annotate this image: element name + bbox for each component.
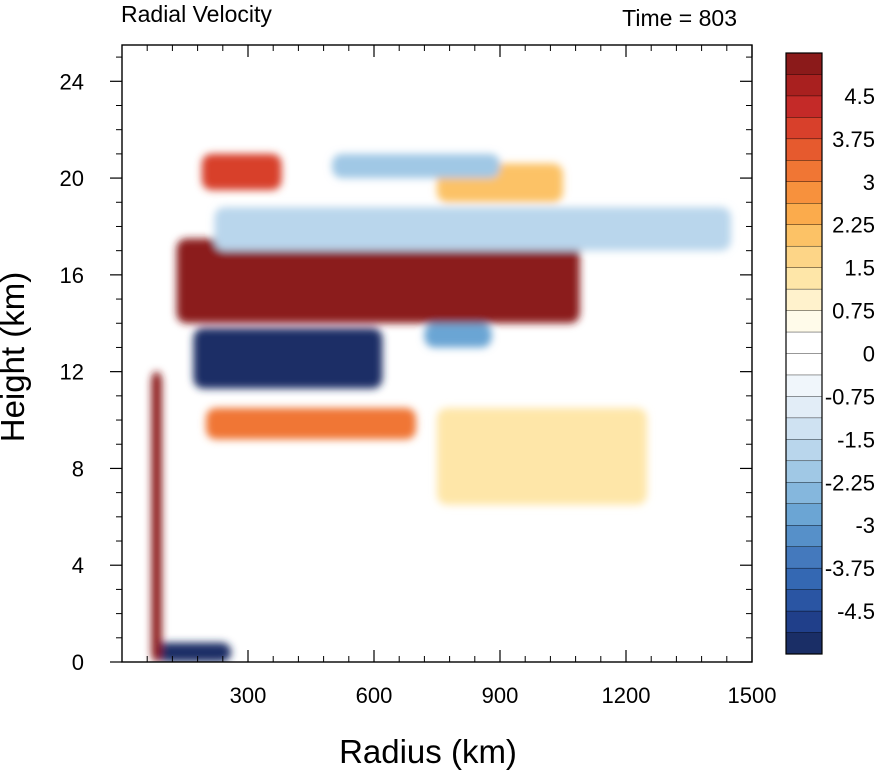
colorbar-box xyxy=(785,396,823,419)
chart-title: Radial Velocity xyxy=(121,1,272,27)
colorbar-box xyxy=(785,95,823,118)
time-label: Time = 803 xyxy=(622,5,737,31)
colorbar-box xyxy=(785,138,823,161)
colorbar-box xyxy=(785,52,823,75)
field-upper-inflow-21km xyxy=(332,153,500,179)
colorbar-box xyxy=(785,331,823,354)
colorbar-tick-label: -2.25 xyxy=(825,470,875,495)
colorbar-box xyxy=(785,74,823,97)
field-upper-outflow-20km xyxy=(201,153,282,191)
colorbar-tick-label: 0.75 xyxy=(832,299,875,324)
colorbar-tick-label: 4.5 xyxy=(844,84,875,109)
colorbar-box xyxy=(785,160,823,183)
colorbar-tick-label: 3.75 xyxy=(832,127,875,152)
x-tick-label: 900 xyxy=(482,683,519,708)
colorbar-box xyxy=(785,460,823,483)
colorbar-box xyxy=(785,546,823,569)
field-inflow-at-18km xyxy=(214,207,731,251)
y-tick-label: 8 xyxy=(72,456,84,481)
colorbar-box xyxy=(785,567,823,591)
y-axis-label: Height (km) xyxy=(0,272,31,443)
y-tick-label: 4 xyxy=(72,553,84,578)
field-boundary-layer-inflow xyxy=(155,642,232,662)
colorbar-box xyxy=(785,417,823,440)
x-tick-label: 1200 xyxy=(602,683,651,708)
colorbar-tick-label: 3 xyxy=(863,170,875,195)
x-tick-label: 300 xyxy=(230,683,267,708)
colorbar: 4.5 3.75 3 2.25 1.5 0.75 0 -0.75 -1.5 -2.25 -3 -3.7… xyxy=(785,52,875,655)
colorbar-box xyxy=(785,439,823,462)
colorbar-tick-label: -4.5 xyxy=(837,599,875,624)
colorbar-tick-label: -3 xyxy=(855,513,875,538)
colorbar-box xyxy=(785,288,823,312)
colorbar-box xyxy=(785,310,823,333)
colorbar-box xyxy=(785,245,823,269)
colorbar-box xyxy=(785,353,823,376)
colorbar-tick-label: -0.75 xyxy=(825,384,875,409)
colorbar-frame xyxy=(785,52,823,655)
colorbar-box xyxy=(785,267,823,290)
field-inflow-below-outflow xyxy=(193,328,383,389)
field-upper-outflow xyxy=(176,238,580,324)
colorbar-box xyxy=(785,632,823,655)
colorbar-box xyxy=(785,224,823,247)
colorbar-box xyxy=(785,503,823,526)
colorbar-tick-label: 1.5 xyxy=(844,256,875,281)
y-tick-label: 0 xyxy=(72,650,84,675)
field-eyewall-outflow xyxy=(151,371,162,662)
colorbar-tick-label: 2.25 xyxy=(832,213,875,238)
colorbar-tick-label: 0 xyxy=(863,342,875,367)
colorbar-tick-label: -1.5 xyxy=(837,427,875,452)
colorbar-box xyxy=(785,589,823,612)
x-axis-label: Radius (km) xyxy=(339,733,517,770)
colorbar-box xyxy=(785,610,823,634)
y-tick-label: 20 xyxy=(60,166,84,191)
y-tick-label: 12 xyxy=(60,360,84,385)
colorbar-box xyxy=(785,117,823,140)
axes: 300 600 900 1200 1500 0 4 8 12 16 20 24 xyxy=(60,45,777,708)
colorbar-box xyxy=(785,482,823,505)
field-inflow-at-13km-outer xyxy=(424,323,492,348)
field-outer-warm-patch xyxy=(437,407,647,505)
y-tick-label: 16 xyxy=(60,263,84,288)
colorbar-box xyxy=(785,181,823,204)
x-tick-label: 1500 xyxy=(728,683,777,708)
plot-frame xyxy=(121,44,753,663)
colorbar-tick-label: -3.75 xyxy=(825,556,875,581)
y-tick-label: 24 xyxy=(60,69,84,94)
colorbar-box xyxy=(785,203,823,226)
x-tick-label: 600 xyxy=(356,683,393,708)
velocity-field xyxy=(151,153,731,662)
field-mid-level-outflow xyxy=(206,407,416,440)
colorbar-box xyxy=(785,374,823,397)
colorbar-box xyxy=(785,525,823,548)
